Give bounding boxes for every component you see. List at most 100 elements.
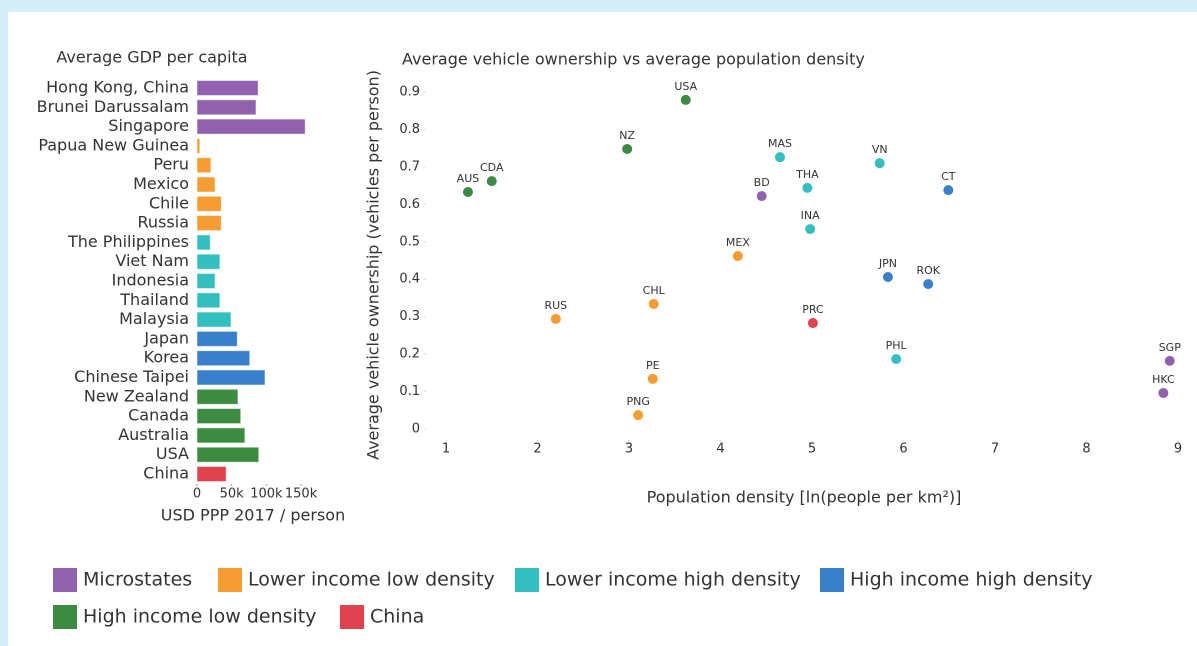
y-tick-label: 0.7 [399,159,420,174]
legend-label: Lower income low density [248,569,495,591]
bar [196,369,266,386]
y-tick-label: 0.4 [399,272,420,287]
y-tick-label: 0.2 [399,347,420,362]
point [943,185,954,196]
point-label: AUS [457,172,480,185]
category-label: Mexico [133,174,189,193]
legend-swatch [53,568,77,592]
category-label: Australia [118,425,189,444]
point [550,313,561,324]
point-label: NZ [619,129,635,142]
category-label: Russia [138,213,189,232]
point [756,191,767,202]
category-label: Indonesia [112,271,189,290]
point-label: PRC [802,303,824,316]
point [891,353,902,364]
point [802,182,813,193]
point-label: PHL [886,339,908,352]
x-tick-label: 3 [625,442,633,457]
point [732,251,743,262]
bar [196,137,201,154]
legend-label: High income low density [83,606,316,628]
category-label: New Zealand [84,386,189,405]
bar [196,234,211,251]
point [680,94,691,105]
bar-x-label: USD PPP 2017 / person [161,506,345,525]
legend-swatch [340,605,364,629]
bar-title: Average GDP per capita [56,48,247,67]
point-label: HKC [1152,373,1175,386]
bar [196,118,306,135]
legend-label: High income high density [850,569,1092,591]
bar [196,466,227,482]
x-tick-label: 150k [285,487,318,502]
bar [196,176,216,193]
point [807,318,818,329]
legend-label: Lower income high density [545,569,801,591]
category-label: The Philippines [67,232,189,251]
point-label: BD [754,176,770,189]
category-label: Thailand [119,290,189,309]
point [648,298,659,309]
point-label: PE [646,359,660,372]
bar [196,388,239,405]
point-label: USA [674,80,697,93]
category-label: Viet Nam [115,251,189,270]
category-label: Chinese Taipei [74,367,189,386]
point-label: CDA [480,161,504,174]
point-label: INA [801,209,820,222]
point [633,410,644,421]
category-label: Singapore [108,116,189,135]
panel [8,12,1197,646]
point [874,158,885,169]
x-tick-label: 0 [193,487,201,502]
point-label: MEX [726,236,750,249]
category-label: Papua New Guinea [38,135,189,154]
category-label: Korea [144,348,189,367]
y-tick-label: 0.8 [399,122,420,137]
legend-label: China [370,606,424,628]
scatter-x-label: Population density [ln(people per km²)] [647,488,962,507]
point-label: MAS [768,137,792,150]
point [622,143,633,154]
bar [196,292,221,309]
category-label: Malaysia [119,309,189,328]
point [486,176,497,187]
point-label: JPN [878,257,897,270]
y-tick-label: 0.5 [399,234,420,249]
bar [196,80,259,96]
point-label: SGP [1159,341,1182,354]
x-tick-label: 2 [533,442,541,457]
legend-swatch [53,605,77,629]
point-label: ROK [916,264,940,277]
x-tick-label: 7 [991,442,999,457]
legend-swatch [218,568,242,592]
bar [196,215,222,232]
category-label: China [143,464,189,483]
bar [196,311,232,328]
point-label: CT [941,170,956,183]
category-label: Chile [149,193,189,212]
y-tick-label: 0.9 [399,85,420,100]
bar [196,273,216,289]
bar [196,408,242,425]
y-tick-label: 0.1 [399,384,420,399]
bar [196,427,246,444]
y-tick-label: 0 [412,422,420,437]
point [774,152,785,163]
category-label: USA [156,444,189,463]
x-tick-label: 1 [442,442,450,457]
point-label: RUS [544,299,567,312]
x-tick-label: 8 [1082,442,1090,457]
x-tick-label: 9 [1174,442,1182,457]
scatter-title: Average vehicle ownership vs average pop… [402,50,865,69]
x-tick-label: 50k [220,487,245,502]
bar [196,350,251,367]
bar [196,157,212,174]
y-tick-label: 0.3 [399,309,420,324]
category-label: Japan [143,328,189,347]
legend-swatch [820,568,844,592]
bar [196,330,238,347]
point [1164,355,1175,366]
